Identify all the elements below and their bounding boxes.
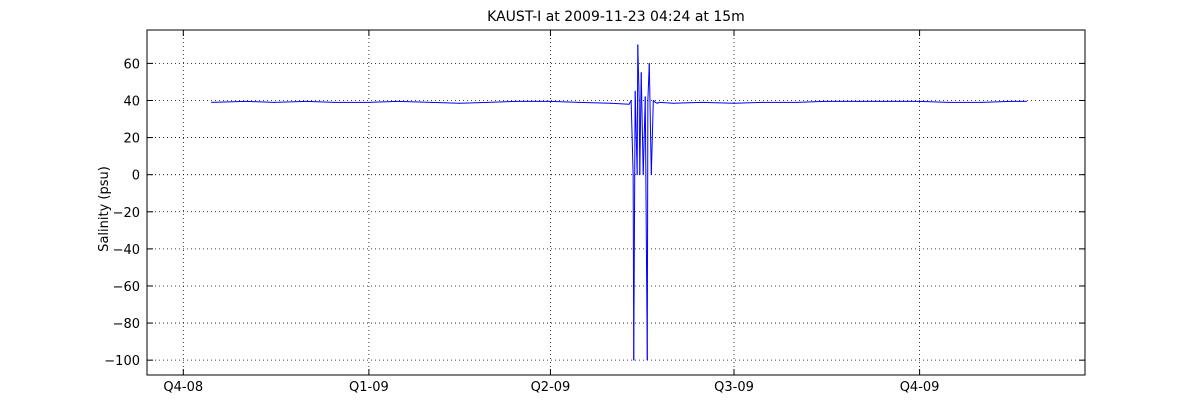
series-segment xyxy=(633,91,636,361)
y-tick-label: 60 xyxy=(123,57,140,72)
series-segment xyxy=(550,100,579,103)
y-tick-label: −100 xyxy=(104,354,140,369)
series-segment xyxy=(919,100,948,103)
data-point xyxy=(981,101,983,103)
series-segment xyxy=(459,101,488,104)
series-segment xyxy=(646,100,649,361)
data-point xyxy=(646,359,648,361)
x-tick-label: Q4-08 xyxy=(163,380,203,395)
data-point xyxy=(634,90,636,92)
series-segment xyxy=(701,101,735,104)
x-tick-label: Q2-09 xyxy=(531,380,571,395)
y-tick-label: −40 xyxy=(113,243,140,258)
x-tick-label: Q3-09 xyxy=(714,380,754,395)
data-point xyxy=(647,99,649,101)
series-segment xyxy=(637,44,640,101)
data-point xyxy=(396,100,398,102)
data-point xyxy=(578,101,580,103)
series-segment xyxy=(673,101,702,104)
data-point xyxy=(638,99,640,101)
data-point xyxy=(639,174,641,176)
data-point xyxy=(636,174,638,176)
series-segment xyxy=(245,100,275,103)
series-segment xyxy=(982,100,1011,103)
data-point xyxy=(656,102,658,104)
data-point xyxy=(648,62,650,64)
grid-lines xyxy=(147,30,1085,375)
data-point xyxy=(733,102,735,104)
data-point xyxy=(701,101,703,103)
series-segment xyxy=(211,100,246,103)
y-tick-label: −60 xyxy=(113,280,140,295)
y-tick-label: −80 xyxy=(113,317,140,332)
data-point xyxy=(334,101,336,103)
data-point xyxy=(630,99,632,101)
data-point xyxy=(368,101,370,103)
axis-ticks: 60 40 20 0 −20 −40 −60 −80 −100 Q4-08 Q1-09 Q2-09 Q3… xyxy=(104,30,1085,395)
y-tick-label: 40 xyxy=(123,94,140,109)
series-segment xyxy=(610,102,630,105)
series-segment xyxy=(306,100,335,103)
x-tick-label: Q1-09 xyxy=(349,380,389,395)
series-segment xyxy=(397,100,432,103)
data-point xyxy=(273,101,275,103)
series-segment xyxy=(648,63,652,175)
data-point xyxy=(650,174,652,176)
data-point xyxy=(305,100,307,102)
data-point xyxy=(610,102,612,104)
series-segment xyxy=(650,100,654,175)
data-point xyxy=(642,174,644,176)
data-point xyxy=(515,100,517,102)
series-segment xyxy=(274,100,307,103)
data-point xyxy=(1009,100,1011,102)
series-segment xyxy=(431,101,460,104)
series-segment xyxy=(796,100,825,103)
series-segment xyxy=(659,101,674,104)
y-tick-label: 20 xyxy=(123,132,140,147)
data-point xyxy=(632,174,634,176)
data-point xyxy=(637,44,639,46)
series-segment xyxy=(640,72,644,175)
data-point xyxy=(549,100,551,102)
data-point xyxy=(824,100,826,102)
data-point xyxy=(672,102,674,104)
data-point xyxy=(652,99,654,101)
series-segment xyxy=(639,72,642,175)
data-point xyxy=(761,101,763,103)
data-point xyxy=(654,101,656,103)
series-segment xyxy=(578,101,611,104)
y-tick-label: −20 xyxy=(113,206,140,221)
y-axis-label: Salinity (psu) xyxy=(97,166,112,252)
data-point xyxy=(947,101,949,103)
data-point xyxy=(644,96,646,98)
series-segment xyxy=(630,100,634,175)
data-point xyxy=(886,100,888,102)
data-point xyxy=(628,103,630,105)
data-point xyxy=(430,101,432,103)
plot-frame xyxy=(146,29,1086,376)
data-point xyxy=(658,101,660,103)
data-point xyxy=(487,101,489,103)
y-tick-label: 0 xyxy=(132,169,140,184)
x-tick-label: Q4-09 xyxy=(900,380,940,395)
series-segment xyxy=(368,100,398,103)
chart-title: KAUST-I at 2009-11-23 04:24 at 15m xyxy=(487,9,745,25)
data-point xyxy=(796,101,798,103)
data-series xyxy=(211,44,1028,361)
data-point xyxy=(858,100,860,102)
data-point xyxy=(459,102,461,104)
data-point xyxy=(1026,100,1028,102)
series-segment xyxy=(487,100,517,103)
series-segment xyxy=(733,101,763,104)
data-point xyxy=(919,100,921,102)
data-point xyxy=(640,72,642,74)
series-segment xyxy=(636,44,639,175)
data-point xyxy=(245,100,247,102)
data-point xyxy=(211,101,213,103)
data-point xyxy=(633,359,635,361)
